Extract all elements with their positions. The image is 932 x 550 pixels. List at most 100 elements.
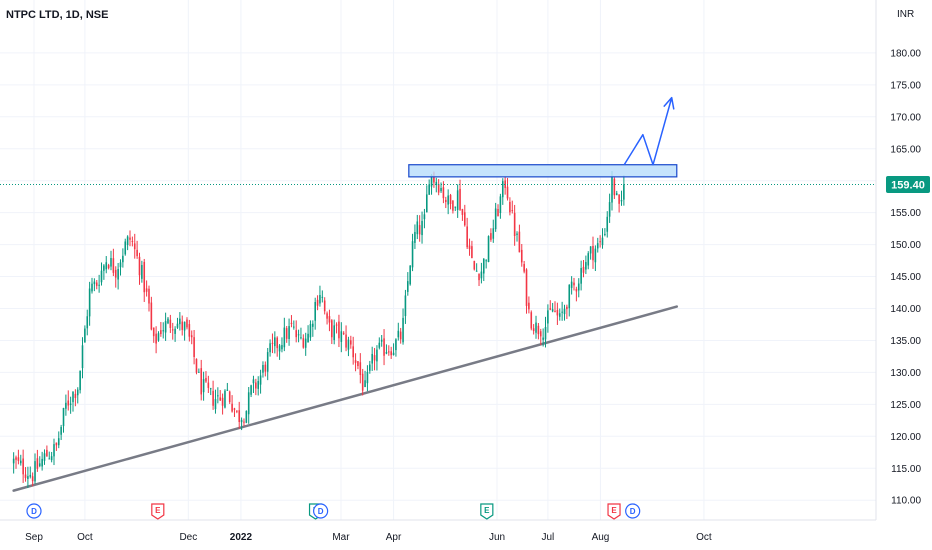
candle-body (245, 411, 248, 423)
candle-body (255, 382, 257, 389)
earnings-marker[interactable]: E (151, 503, 165, 520)
candle-body (447, 195, 449, 205)
y-tick-label: 120.00 (890, 432, 921, 443)
candle-body (276, 337, 279, 349)
dividend-marker[interactable]: D (625, 503, 641, 519)
candle-body (433, 172, 435, 183)
dividend-marker[interactable]: D (313, 503, 329, 519)
candle-body (19, 460, 22, 464)
candle (221, 393, 224, 415)
candle-body (285, 328, 288, 339)
candle-body (437, 184, 440, 193)
y-tick-label: 180.00 (890, 48, 921, 59)
candle (38, 456, 41, 468)
candle (143, 258, 146, 302)
last-price-tag: 159.40 (886, 176, 930, 194)
candle (409, 264, 411, 286)
candle-body (520, 249, 523, 263)
candle-body (190, 335, 193, 338)
candle-body (397, 330, 400, 338)
candle-body (176, 323, 179, 328)
candle (122, 248, 124, 268)
candle-body (169, 319, 172, 328)
time-axis[interactable]: Sep Oct Dec 2022 Mar Apr Jun Jul Aug Oct (25, 532, 712, 543)
candle-body (27, 476, 29, 479)
candle (53, 438, 55, 466)
candle-body (259, 375, 262, 385)
projection-path[interactable] (623, 97, 673, 166)
candle-body (62, 407, 65, 427)
candle (611, 171, 613, 211)
candle (69, 396, 72, 414)
candle (589, 246, 592, 260)
candle-body (281, 345, 283, 350)
y-tick-label: 130.00 (890, 368, 921, 379)
candle-body (136, 249, 138, 257)
annotations (408, 96, 678, 178)
candle-body (316, 299, 319, 306)
earnings-marker[interactable]: E (607, 503, 621, 520)
earnings-marker-label: E (484, 506, 490, 515)
candle-body (475, 270, 478, 272)
candle (133, 233, 136, 259)
candle (373, 347, 376, 371)
candle-body (342, 332, 345, 334)
candle-body (312, 323, 314, 327)
candle-body (228, 391, 231, 403)
candle (243, 418, 245, 427)
candle (290, 315, 293, 328)
y-tick-label: 165.00 (890, 144, 921, 155)
candle-body (124, 241, 127, 255)
candle-body (556, 309, 559, 316)
candle (117, 263, 119, 290)
candle-body (86, 316, 89, 329)
candle (179, 312, 181, 331)
candle (596, 237, 599, 253)
candle-body (148, 288, 150, 304)
candle (29, 466, 32, 479)
candle (473, 260, 476, 271)
candle (297, 329, 300, 343)
candles (12, 171, 625, 488)
candle-body (65, 402, 67, 409)
candle-body (76, 389, 79, 396)
candle-body (611, 177, 613, 203)
candle (186, 317, 188, 330)
candle-body (188, 324, 191, 337)
candle (91, 277, 93, 294)
candle (124, 238, 127, 256)
candle-body (347, 339, 350, 350)
candle-body (155, 333, 157, 344)
earnings-marker[interactable]: E (480, 503, 494, 520)
candle (95, 280, 98, 290)
candle (22, 449, 24, 483)
resistance-zone[interactable] (408, 164, 678, 178)
candle-body (561, 311, 563, 313)
candle (174, 326, 176, 342)
candle-body (274, 337, 276, 347)
candle-body (314, 301, 316, 321)
candle (547, 304, 549, 333)
candle (245, 410, 248, 424)
candle (520, 243, 523, 267)
candle (499, 193, 502, 219)
candle-body (160, 330, 162, 335)
x-tick-label: Jun (489, 532, 505, 543)
dividend-marker[interactable]: D (26, 503, 42, 519)
candle (347, 336, 350, 357)
candle-body (290, 322, 293, 324)
candle (252, 375, 255, 393)
candle-body (31, 476, 34, 482)
candle-body (575, 288, 578, 292)
candle (513, 204, 516, 246)
candle-body (423, 214, 426, 220)
candle (487, 235, 490, 263)
price-axis[interactable]: 110.00 115.00 120.00 125.00 130.00 135.00 140.… (890, 48, 921, 506)
candle-body (463, 212, 466, 226)
candle (107, 263, 110, 270)
candle (618, 194, 620, 213)
candle (449, 193, 452, 210)
candle-body (24, 474, 27, 478)
